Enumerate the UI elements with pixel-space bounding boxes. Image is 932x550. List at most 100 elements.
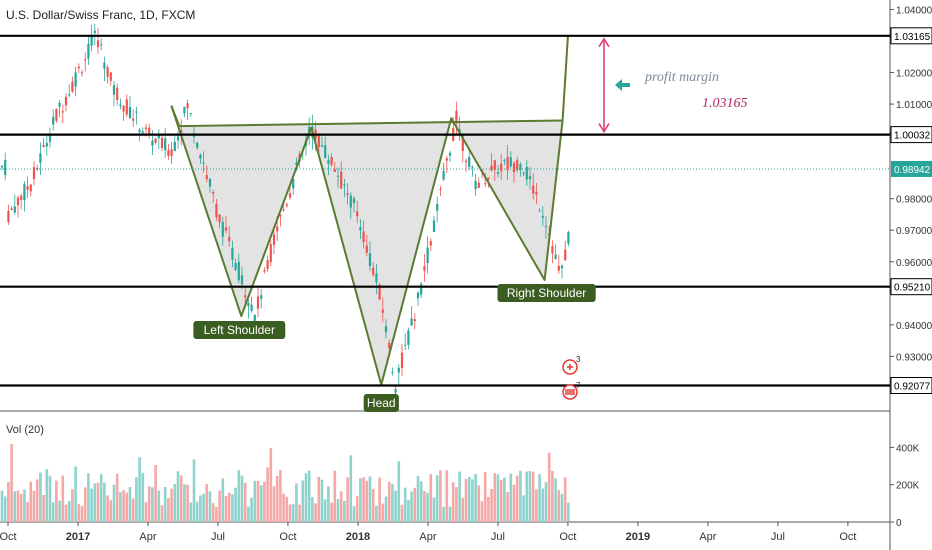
price-level-tag <box>890 376 932 394</box>
candle-body <box>391 372 394 374</box>
volume-bar <box>330 502 333 522</box>
candle-body <box>23 184 26 201</box>
candle-body <box>215 203 218 218</box>
candle-body <box>90 36 93 46</box>
volume-bar <box>535 489 538 522</box>
candle-body <box>333 169 336 172</box>
x-tick-label: Oct <box>559 531 576 543</box>
volume-bar <box>160 505 164 522</box>
volume-bar <box>301 480 305 522</box>
candle-body <box>151 140 154 146</box>
candle-body <box>317 134 320 148</box>
candle-body <box>55 108 58 121</box>
volume-bar <box>202 493 205 522</box>
candle-body <box>455 110 458 123</box>
volume-bar <box>192 459 196 522</box>
volume-bar <box>253 480 257 522</box>
candle-body <box>519 164 522 171</box>
candle-body <box>253 314 256 323</box>
candle-body <box>266 260 269 269</box>
volume-bar <box>384 496 388 522</box>
candle-body <box>256 296 260 309</box>
vol-tick-label: 400K <box>896 443 920 454</box>
volume-bar <box>487 496 490 522</box>
candle-body <box>439 188 442 190</box>
x-tick-label: Apr <box>139 531 156 543</box>
volume-bar <box>199 495 202 522</box>
volume-bar <box>61 475 65 522</box>
candle-body <box>292 179 295 189</box>
candle-body <box>109 72 112 81</box>
candle-body <box>160 137 164 149</box>
candle-body <box>167 150 170 156</box>
candle-body <box>212 192 215 194</box>
candle-body <box>103 62 106 69</box>
volume-bar <box>173 483 177 522</box>
volume-bar <box>51 502 55 522</box>
candle-body <box>544 226 548 228</box>
volume-bar <box>234 487 237 522</box>
volume-bar <box>218 490 221 522</box>
candle-body <box>237 261 240 281</box>
candle-body <box>564 249 567 261</box>
candle-body <box>394 389 397 393</box>
candle-body <box>272 234 276 246</box>
candle-body <box>324 145 327 159</box>
candle-body <box>93 30 96 34</box>
volume-bar <box>503 477 506 522</box>
candle-body <box>416 292 420 299</box>
left-arrow-icon <box>615 79 630 91</box>
candle-body <box>42 145 45 148</box>
candle-body <box>16 197 20 206</box>
candle-body <box>202 162 205 164</box>
volume-bar <box>195 501 199 522</box>
volume-bar <box>522 495 525 522</box>
volume-bar <box>551 470 554 522</box>
candle-body <box>80 72 84 74</box>
x-tick-label: Jul <box>491 531 505 543</box>
profit-arrow-head <box>598 123 610 134</box>
candle-body <box>176 136 180 141</box>
x-tick-label: Apr <box>419 531 436 543</box>
volume-bar <box>525 471 529 522</box>
price-level-tag <box>890 126 932 144</box>
candle-body <box>186 103 189 109</box>
volume-bar <box>298 504 301 522</box>
candle-body <box>244 295 247 298</box>
candle-body <box>484 183 487 185</box>
volume-bar <box>567 502 570 522</box>
candle-body <box>506 156 509 171</box>
volume-bar <box>55 480 58 522</box>
profit-margin-value: 1.03165 <box>702 96 748 111</box>
volume-bar <box>99 474 103 522</box>
volume-bar <box>16 490 20 522</box>
candle-body <box>0 166 4 168</box>
candle-body <box>282 209 285 211</box>
volume-bar <box>352 506 356 522</box>
volume-bar <box>115 473 119 522</box>
candle-body <box>410 318 413 326</box>
volume-bar <box>327 486 330 522</box>
head-label-bg <box>363 394 399 412</box>
volume-bar <box>314 503 317 522</box>
volume-bar <box>282 493 285 522</box>
candle-body <box>263 269 266 272</box>
volume-bar <box>493 473 497 522</box>
volume-bar <box>243 482 247 522</box>
x-tick-label: 2017 <box>66 531 90 543</box>
candle-body <box>138 129 141 133</box>
candle-body <box>208 178 212 187</box>
pattern-line <box>170 105 181 127</box>
price-level-tag <box>890 278 932 296</box>
candle-body <box>320 145 324 147</box>
volume-bar <box>349 455 353 522</box>
volume-bar <box>87 473 90 522</box>
event-count: 3 <box>576 355 581 364</box>
volume-bar <box>29 481 33 522</box>
volume-bar <box>71 489 74 522</box>
volume-bar <box>183 484 186 522</box>
volume-bar <box>509 473 513 522</box>
candle-body <box>64 96 68 106</box>
volume-bar <box>435 475 439 522</box>
